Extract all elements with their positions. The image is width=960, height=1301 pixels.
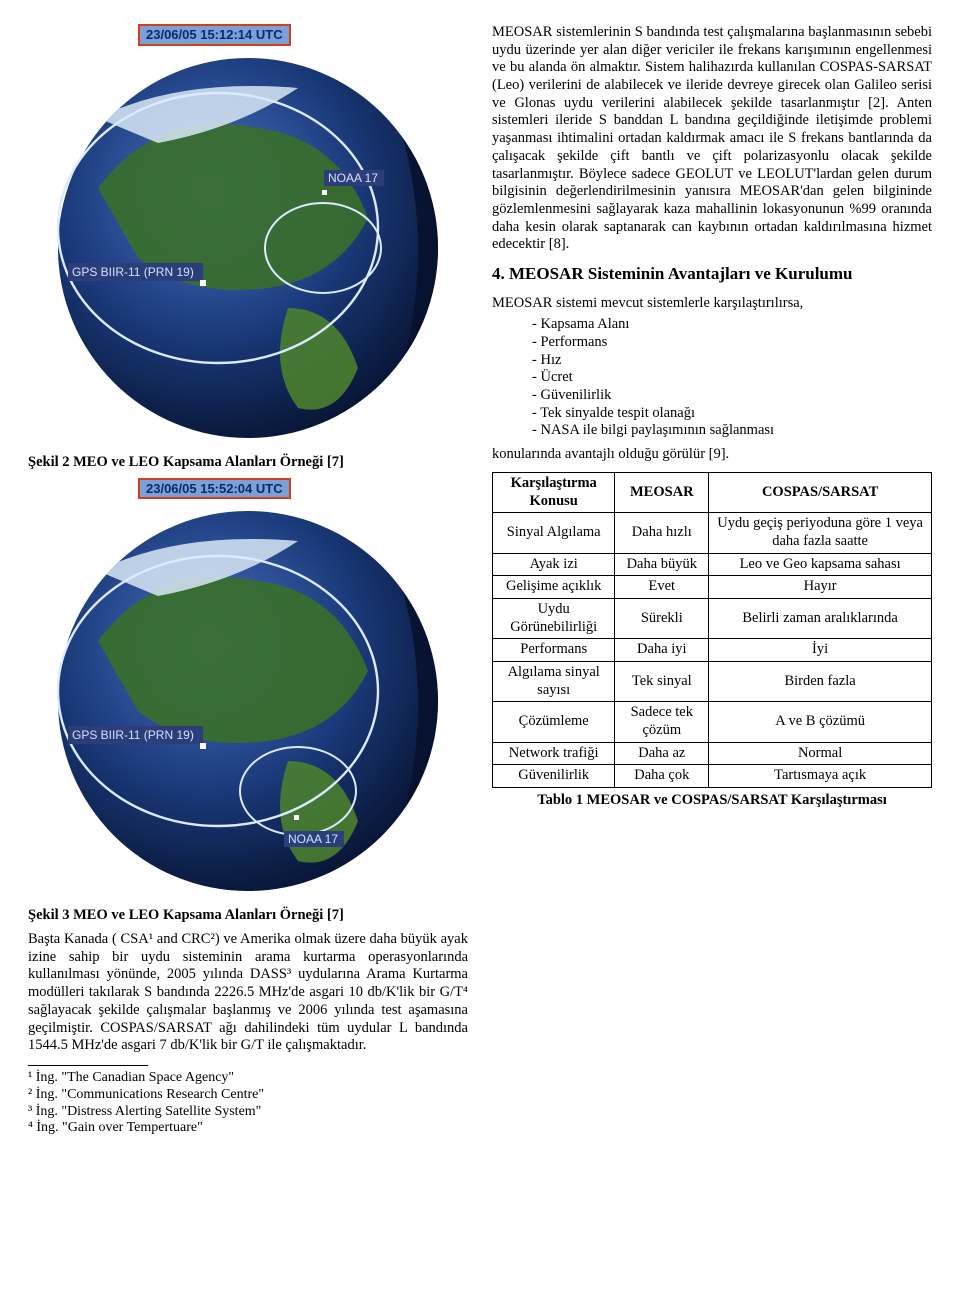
fig3-globe: GPS BIIR-11 (PRN 19) NOAA 17 (38, 501, 458, 901)
footnote-1: ¹ İng. "The Canadian Space Agency" (28, 1070, 468, 1087)
fig2-globe: GPS BIIR-11 (PRN 19) NOAA 17 (38, 48, 458, 448)
td: Performans (493, 639, 615, 662)
svg-text:GPS BIIR-11 (PRN 19): GPS BIIR-11 (PRN 19) (72, 265, 194, 279)
td: Daha büyük (615, 553, 709, 576)
td: Hayır (709, 576, 932, 599)
list-item: Ücret (492, 369, 932, 387)
td: Normal (709, 742, 932, 765)
footnote-4: ⁴ İng. "Gain over Tempertuare" (28, 1120, 468, 1137)
td: Leo ve Geo kapsama sahası (709, 553, 932, 576)
td: Birden fazla (709, 662, 932, 702)
list-item: Tek sinyalde tespit olanağı (492, 405, 932, 423)
list-outro: konularında avantajlı olduğu görülür [9]… (492, 446, 932, 464)
td: Daha iyi (615, 639, 709, 662)
td: Ayak izi (493, 553, 615, 576)
list-item: NASA ile bilgi paylaşımının sağlanması (492, 422, 932, 440)
svg-text:NOAA 17: NOAA 17 (288, 832, 338, 846)
left-body-text: Başta Kanada ( CSA¹ and CRC²) ve Amerika… (28, 931, 468, 1055)
svg-text:GPS BIIR-11 (PRN 19): GPS BIIR-11 (PRN 19) (72, 728, 194, 742)
fig3-timestamp: 23/06/05 15:52:04 UTC (138, 478, 291, 500)
td: Uydu geçiş periyoduna göre 1 veya daha f… (709, 513, 932, 553)
td: Çözümleme (493, 702, 615, 742)
td: Güvenilirlik (493, 765, 615, 788)
td: Tek sinyal (615, 662, 709, 702)
fig3-caption: Şekil 3 MEO ve LEO Kapsama Alanları Örne… (28, 907, 468, 925)
td: Sinyal Algılama (493, 513, 615, 553)
footnote-2: ² İng. "Communications Research Centre" (28, 1087, 468, 1104)
figure-3: 23/06/05 15:52:04 UTC (28, 478, 468, 926)
table-caption: Tablo 1 MEOSAR ve COSPAS/SARSAT Karşılaş… (492, 792, 932, 810)
td: Daha çok (615, 765, 709, 788)
advantages-list: Kapsama Alanı Performans Hız Ücret Güven… (492, 316, 932, 440)
th: MEOSAR (615, 472, 709, 512)
td: Uydu Görünebilirliği (493, 598, 615, 638)
list-intro: MEOSAR sistemi mevcut sistemlerle karşıl… (492, 295, 932, 313)
list-item: Performans (492, 334, 932, 352)
td: Sürekli (615, 598, 709, 638)
td: Gelişime açıklık (493, 576, 615, 599)
td: Algılama sinyal sayısı (493, 662, 615, 702)
fig2-timestamp: 23/06/05 15:12:14 UTC (138, 24, 291, 46)
td: Evet (615, 576, 709, 599)
td: Sadece tek çözüm (615, 702, 709, 742)
footnote-rule (28, 1065, 148, 1066)
td: Tartısmaya açık (709, 765, 932, 788)
list-item: Güvenilirlik (492, 387, 932, 405)
th: Karşılaştırma Konusu (493, 472, 615, 512)
svg-text:NOAA 17: NOAA 17 (328, 171, 378, 185)
list-item: Kapsama Alanı (492, 316, 932, 334)
td: Network trafiği (493, 742, 615, 765)
right-para1: MEOSAR sistemlerinin S bandında test çal… (492, 24, 932, 254)
td: Daha hızlı (615, 513, 709, 553)
th: COSPAS/SARSAT (709, 472, 932, 512)
section-heading: 4. MEOSAR Sisteminin Avantajları ve Kuru… (492, 264, 932, 285)
footnotes: ¹ İng. "The Canadian Space Agency" ² İng… (28, 1070, 468, 1137)
td: İyi (709, 639, 932, 662)
td: Belirli zaman aralıklarında (709, 598, 932, 638)
footnote-3: ³ İng. "Distress Alerting Satellite Syst… (28, 1104, 468, 1121)
td: Daha az (615, 742, 709, 765)
comparison-table: Karşılaştırma Konusu MEOSAR COSPAS/SARSA… (492, 472, 932, 788)
fig2-caption: Şekil 2 MEO ve LEO Kapsama Alanları Örne… (28, 454, 468, 472)
figure-2: 23/06/05 15:12:14 UTC (28, 24, 468, 472)
td: A ve B çözümü (709, 702, 932, 742)
list-item: Hız (492, 352, 932, 370)
